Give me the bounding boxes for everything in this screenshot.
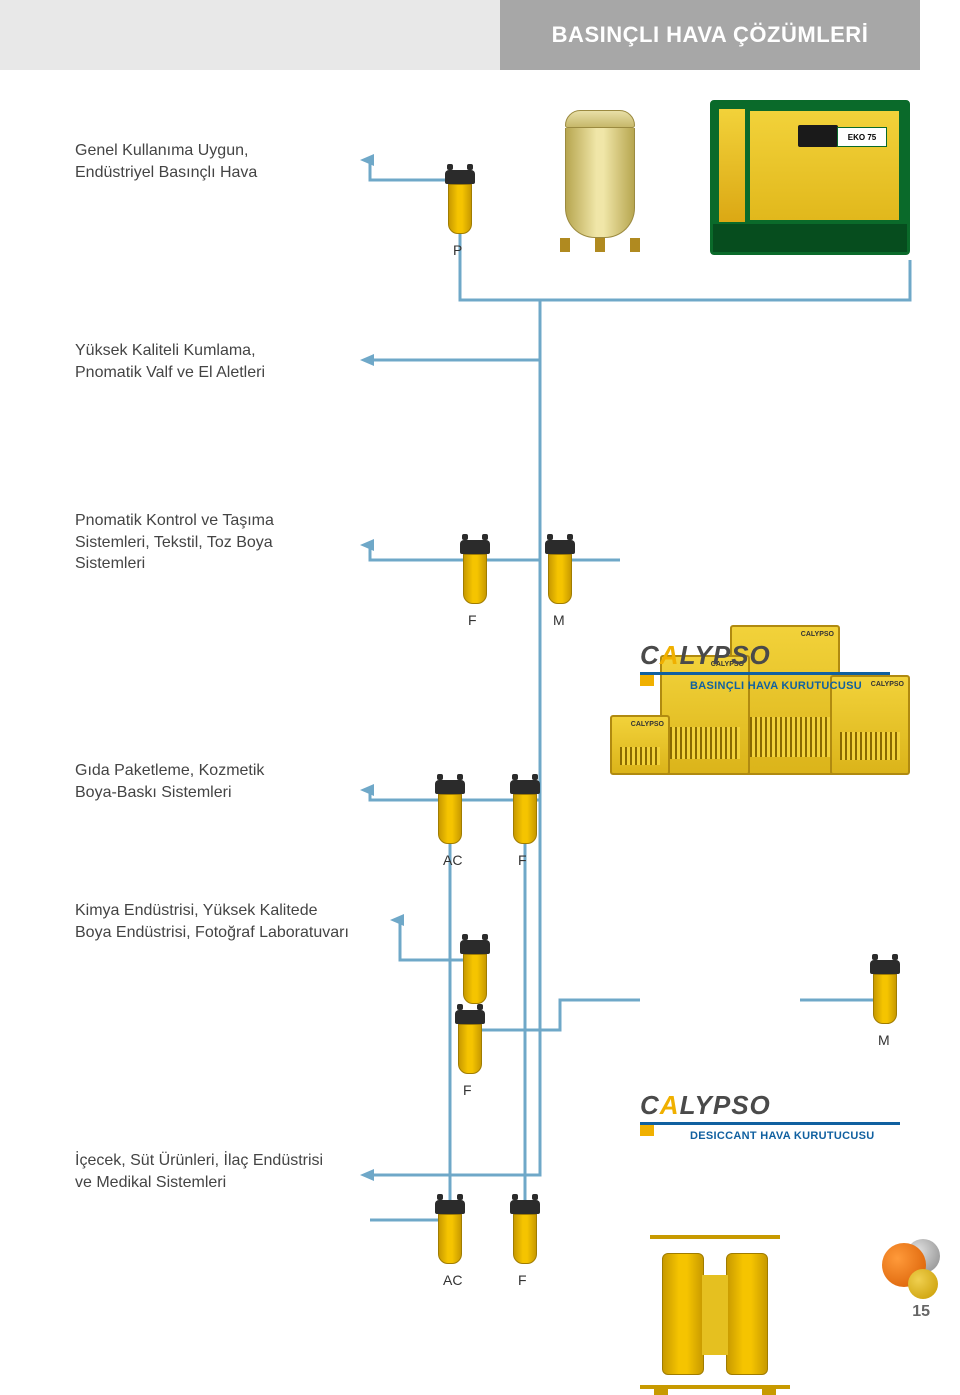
dryer-label: CALYPSO xyxy=(801,631,834,638)
header-left-band xyxy=(0,0,500,70)
corner-decoration xyxy=(880,1239,940,1299)
dryer-label: CALYPSO xyxy=(871,681,904,688)
filter-fF5 xyxy=(510,1200,540,1264)
compressor-unit: EKO 75 xyxy=(710,100,910,255)
brand-bar-2 xyxy=(640,1122,900,1125)
desc-3: Pnomatik Kontrol ve Taşıma Sistemleri, T… xyxy=(75,510,274,575)
brand-rest: LYPSO xyxy=(680,640,771,670)
filter-fF3 xyxy=(460,940,490,1004)
filter-fAC1 xyxy=(435,780,465,844)
brand-rest: LYPSO xyxy=(680,1090,771,1120)
filter-label-fF4: F xyxy=(463,1082,472,1098)
dryer-label: CALYPSO xyxy=(631,721,664,728)
filter-label-fM1: M xyxy=(553,612,565,628)
filter-label-fF2: F xyxy=(518,852,527,868)
desc-1: Genel Kullanıma Uygun, Endüstriyel Basın… xyxy=(75,140,257,183)
air-tank xyxy=(560,110,640,248)
brand-logo-1: CALYPSO xyxy=(640,640,771,671)
brand-c: C xyxy=(640,1090,660,1120)
desc-4: Gıda Paketleme, Kozmetik Boya-Baskı Sist… xyxy=(75,760,264,803)
brand-a: A xyxy=(660,640,680,670)
filter-fP xyxy=(445,170,475,234)
compressor-model: EKO 75 xyxy=(837,127,887,147)
filter-fF1 xyxy=(460,540,490,604)
brand-a: A xyxy=(660,1090,680,1120)
header-title-band: BASINÇLI HAVA ÇÖZÜMLERİ xyxy=(500,0,920,70)
brand-sub-2: DESICCANT HAVA KURUTUCUSU xyxy=(690,1130,875,1142)
desc-6: İçecek, Süt Ürünleri, İlaç Endüstrisi ve… xyxy=(75,1150,323,1193)
filter-label-fAC1: AC xyxy=(443,852,462,868)
desiccant-dryer xyxy=(640,1235,790,1395)
brand-bar-1 xyxy=(640,672,890,675)
filter-fM2 xyxy=(870,960,900,1024)
filter-label-fF5: F xyxy=(518,1272,527,1288)
filter-fM1 xyxy=(545,540,575,604)
filter-fF4 xyxy=(455,1010,485,1074)
page-number: 15 xyxy=(912,1303,930,1321)
desc-5: Kimya Endüstrisi, Yüksek Kalitede Boya E… xyxy=(75,900,349,943)
filter-label-fP: P xyxy=(453,242,462,258)
page-title: BASINÇLI HAVA ÇÖZÜMLERİ xyxy=(552,22,869,48)
filter-fF2 xyxy=(510,780,540,844)
brand-sub-1: BASINÇLI HAVA KURUTUCUSU xyxy=(690,680,862,692)
desc-2: Yüksek Kaliteli Kumlama, Pnomatik Valf v… xyxy=(75,340,265,383)
filter-label-fF1: F xyxy=(468,612,477,628)
filter-fAC2 xyxy=(435,1200,465,1264)
filter-label-fM2: M xyxy=(878,1032,890,1048)
filter-label-fAC2: AC xyxy=(443,1272,462,1288)
brand-c: C xyxy=(640,640,660,670)
brand-logo-2: CALYPSO xyxy=(640,1090,771,1121)
